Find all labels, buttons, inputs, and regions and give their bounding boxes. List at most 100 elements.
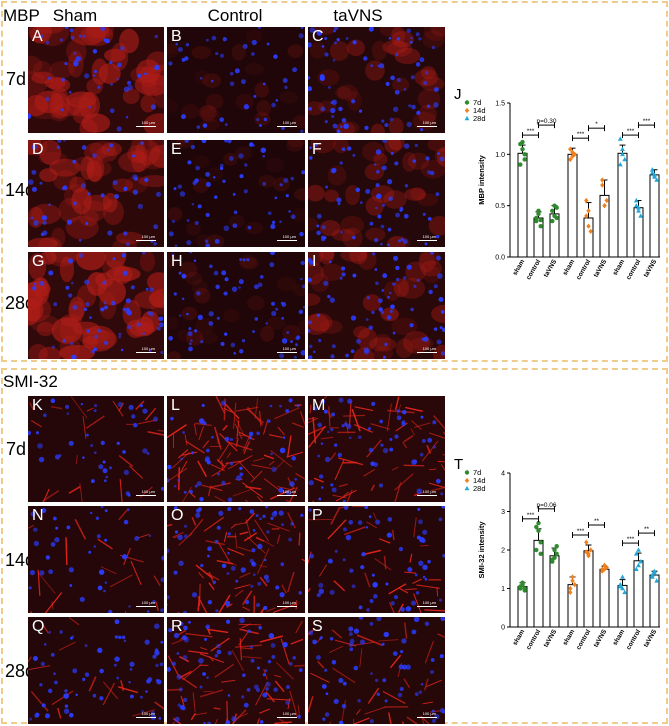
smi32-chart-bar-7d-taVNS: [549, 555, 560, 628]
smi32-chart-data-point: [620, 585, 625, 591]
mbp-chart-group-label: taVNS: [643, 258, 659, 279]
smi32-chart-data-point: [584, 539, 589, 545]
smi32-micrograph-tavns-14d: P 100 μm: [308, 506, 445, 613]
smi32-chart-group-label: control: [625, 628, 642, 651]
mbp-row-label-7d: 7d: [6, 69, 27, 89]
mbp-chart-data-point: [620, 151, 625, 157]
mbp-section-frame: [1, 1, 668, 362]
smi32-chart-data-point: [602, 562, 607, 568]
mbp-chart-data-point: [652, 172, 657, 177]
mbp-chart-data-point: [636, 208, 641, 213]
mbp-row-label-14d: 14d: [5, 180, 36, 200]
smi32-chart-legend-entry: 7d: [473, 468, 481, 477]
scale-bar: [417, 240, 437, 241]
mbp-chart-data-point: [550, 218, 555, 224]
mbp-panel-letter: D: [32, 141, 44, 158]
mbp-chart-data-point: [534, 215, 539, 221]
column-header-tavns: taVNS: [333, 6, 383, 25]
smi32-micrograph-control-28d: R 100 μm: [167, 617, 305, 724]
mbp-chart-data-point: [649, 167, 655, 172]
smi32-chart-data-point: [552, 555, 557, 560]
smi32-chart-legend-marker: [464, 477, 470, 484]
smi32-chart-data-point: [534, 547, 539, 553]
scale-bar-label: 100 μm: [422, 711, 436, 716]
scale-bar-label: 100 μm: [282, 711, 296, 716]
smi32-chart-y-tick-label: 0: [501, 625, 505, 632]
smi32-chart-data-point: [554, 543, 559, 549]
smi32-chart-bar-14d-sham: [567, 584, 578, 628]
scale-bar: [136, 240, 156, 241]
scale-bar-label: 100 μm: [282, 489, 296, 494]
mbp-chart-data-point: [600, 177, 605, 183]
mbp-chart-group-label: sham: [612, 258, 627, 276]
mbp-panel-letter: C: [312, 28, 324, 45]
mbp-section-label: MBP: [3, 6, 40, 25]
smi32-chart-bar-7d-sham: [517, 586, 528, 628]
mbp-chart-legend-entry: 14d: [473, 106, 486, 115]
mbp-chart-legend-entry: 7d: [473, 98, 481, 107]
scale-bar: [277, 240, 297, 241]
scale-bar: [277, 606, 297, 607]
mbp-chart-group-label: control: [525, 258, 542, 281]
mbp-chart-bar-7d-sham: [517, 152, 528, 258]
scale-bar: [277, 495, 297, 496]
scale-bar-label: 100 μm: [282, 120, 296, 125]
smi32-chart-data-point: [554, 551, 559, 557]
scale-bar-label: 100 μm: [422, 346, 436, 351]
mbp-panel-letter: I: [312, 253, 317, 270]
scale-bar-label: 100 μm: [141, 489, 155, 494]
scale-bar-label: 100 μm: [422, 600, 436, 605]
mbp-micrograph-sham-7d: A 100 μm: [28, 27, 164, 133]
smi32-chart-data-point: [522, 586, 527, 591]
scale-bar: [277, 717, 297, 718]
smi32-chart-bar-14d-control: [583, 550, 594, 628]
smi32-section-label: SMI-32: [3, 372, 58, 391]
mbp-micrograph-tavns-28d: I 100 μm: [308, 252, 445, 359]
smi32-chart-legend-entry: 28d: [473, 484, 486, 493]
smi32-chart-y-tick-label: 2: [501, 548, 505, 555]
mbp-chart-data-point: [570, 149, 575, 155]
smi32-chart-data-point: [536, 520, 541, 526]
mbp-chart-legend-marker: [464, 100, 470, 105]
mbp-chart-panel-letter: J: [454, 86, 462, 103]
column-header-control: Control: [207, 6, 263, 25]
smi32-row-label-28d: 28d: [5, 661, 36, 681]
smi32-chart-data-point: [538, 540, 543, 545]
mbp-chart-bar-14d-sham: [567, 153, 578, 258]
smi32-chart-panel-letter: T: [454, 456, 463, 473]
smi32-chart-data-point: [534, 524, 539, 530]
scale-bar-label: 100 μm: [141, 346, 155, 351]
smi32-panel-letter: L: [171, 397, 180, 414]
mbp-chart-legend-marker: [464, 115, 470, 121]
smi32-chart-y-tick-label: 4: [501, 471, 505, 478]
mbp-chart-data-point: [602, 203, 607, 209]
mbp-chart-significance-label: ***: [527, 128, 535, 135]
smi32-chart-group-label: sham: [562, 628, 577, 646]
smi32-chart-data-point: [538, 551, 543, 557]
mbp-chart-data-point: [522, 157, 527, 162]
mbp-chart-data-point: [538, 224, 543, 229]
smi32-chart-data-point: [552, 547, 557, 553]
mbp-chart-significance-label: *: [595, 121, 598, 128]
smi32-chart-group-label: taVNS: [643, 628, 659, 649]
scale-bar-label: 100 μm: [141, 711, 155, 716]
smi32-chart-significance-label: ***: [577, 528, 585, 535]
smi32-chart-significance-label: p=0.06: [536, 502, 556, 509]
mbp-panel-letter: G: [32, 253, 45, 270]
smi32-panel-letter: S: [312, 618, 323, 635]
scale-bar: [417, 717, 437, 718]
smi32-chart-data-point: [586, 553, 591, 559]
smi32-chart-group-label: sham: [512, 628, 527, 646]
mbp-chart-legend-marker: [464, 107, 470, 114]
column-header-sham: Sham: [52, 6, 98, 25]
mbp-chart-group-label: control: [625, 258, 642, 281]
mbp-chart-data-point: [552, 213, 557, 219]
scale-bar: [417, 126, 437, 127]
smi32-chart-data-point: [636, 562, 641, 568]
scale-bar-label: 100 μm: [422, 234, 436, 239]
smi32-chart-data-point: [622, 589, 628, 595]
mbp-chart-data-point: [586, 223, 591, 229]
mbp-chart-data-point: [617, 162, 623, 167]
